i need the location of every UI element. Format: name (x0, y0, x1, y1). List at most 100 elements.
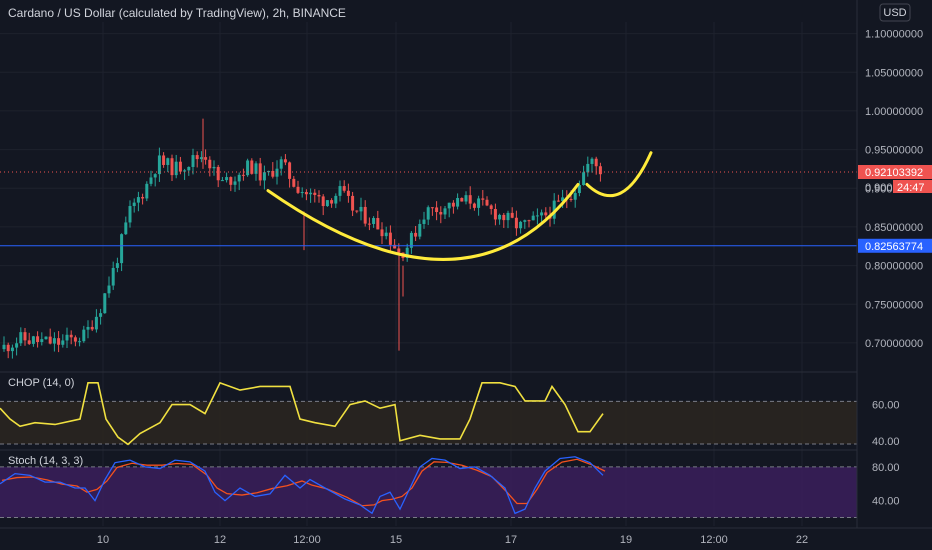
candle-body (506, 212, 510, 221)
time-tick-label: 17 (505, 534, 517, 546)
time-tick-labels: 10 12 12:00 15 17 19 12:00 22 (97, 534, 808, 546)
candle-body (393, 244, 397, 249)
candle-body (527, 220, 531, 222)
candle-body (279, 159, 283, 169)
candle-body (183, 170, 187, 172)
candle-body (451, 202, 455, 207)
horizontal-line-price-label: 0.82563774 (865, 241, 923, 253)
candle-body (397, 248, 401, 253)
time-tick-label: 22 (796, 534, 808, 546)
chop-tick-label: 40.00 (872, 436, 900, 448)
chop-line (0, 381, 604, 446)
candle-body (569, 198, 573, 200)
stoch-pane[interactable]: Stoch (14, 3, 3) (0, 449, 857, 519)
candle-body (195, 155, 199, 160)
price-tick-label: 0.95000000 (865, 145, 923, 157)
currency-button-frame[interactable] (879, 3, 911, 22)
chop-tick-labels: 60.00 40.00 (872, 400, 900, 448)
candle-body (363, 206, 367, 224)
candle-body (44, 336, 48, 340)
candle-body (338, 186, 342, 196)
candle-body (229, 177, 233, 185)
candle-body (464, 195, 468, 202)
price-tick-label: 1.05000000 (865, 67, 923, 79)
price-tick-label: 0.70000000 (865, 338, 923, 350)
candle-body (57, 338, 61, 345)
candle-body (69, 334, 73, 338)
candle-body (216, 166, 220, 181)
candle-body (204, 157, 208, 160)
candle-body (141, 197, 145, 199)
candle-body (502, 214, 506, 221)
candle-body (355, 210, 359, 212)
candle-body (145, 183, 149, 199)
price-tick-label: 0.75000000 (865, 299, 923, 311)
candle-body (594, 158, 598, 167)
candle-body (288, 162, 292, 179)
candle-body (111, 267, 115, 286)
candle-body (149, 177, 153, 184)
candle-body (435, 207, 439, 213)
candle-body (120, 234, 124, 264)
chop-pane[interactable]: CHOP (14, 0) (0, 371, 857, 446)
candle-body (237, 174, 241, 182)
cup-drawing[interactable] (266, 182, 580, 261)
candle-body (178, 161, 182, 172)
candle-body (342, 186, 346, 191)
price-axis[interactable]: USD 1.10000000 1.05000000 1.00000000 0.9500… (856, 0, 932, 528)
price-tick-labels: 1.10000000 1.05000000 1.00000000 0.95000000… (865, 29, 923, 350)
candle-body (489, 205, 493, 209)
candle-body (430, 207, 434, 209)
candle-body (582, 172, 586, 186)
candle-body (561, 197, 565, 202)
candle-body (296, 186, 300, 193)
candle-body (225, 177, 229, 181)
candle-body (321, 196, 325, 207)
symbol-title: Cardano / US Dollar (calculated by Tradi… (8, 6, 346, 20)
candle-body (36, 336, 40, 343)
candle-body (493, 208, 497, 220)
candle-body (523, 220, 527, 222)
candle-body (19, 332, 23, 344)
candle-body (325, 200, 329, 207)
handle-drawing[interactable] (585, 151, 653, 198)
stoch-title: Stoch (14, 3, 3) (8, 455, 83, 467)
currency-button[interactable]: USD (883, 7, 906, 19)
candle-body (590, 158, 594, 164)
candle-body (99, 313, 103, 317)
candle-body (10, 347, 14, 352)
candle-body (514, 217, 518, 229)
candle-body (535, 215, 539, 217)
candle-body (330, 200, 334, 204)
candle-body (510, 212, 514, 218)
candle-body (405, 247, 409, 258)
candle-body (153, 174, 157, 178)
time-tick-label: 19 (620, 534, 632, 546)
candle-body (174, 161, 178, 176)
candle-body (40, 339, 44, 343)
candle-body (246, 160, 250, 176)
candle-body (586, 163, 590, 173)
candle-body (2, 344, 6, 350)
candle-body (73, 337, 77, 342)
candle-body (86, 326, 90, 330)
price-pane[interactable]: Cardano / US Dollar (calculated by Tradi… (0, 6, 857, 359)
candle-body (107, 285, 111, 294)
last-price-label: 0.92103392 (865, 167, 923, 179)
price-tick-label: 1.00000000 (865, 106, 923, 118)
candle-body (426, 207, 430, 220)
candle-body (414, 232, 418, 237)
candle-body (23, 332, 27, 341)
candle-body (65, 334, 69, 341)
candle-body (124, 222, 128, 235)
candle-body (439, 212, 443, 215)
chop-tick-label: 60.00 (872, 400, 900, 412)
candle-body (157, 155, 161, 175)
candle-body (409, 232, 413, 248)
candle-body (456, 198, 460, 207)
time-axis[interactable]: 10 12 12:00 15 17 19 12:00 22 (0, 527, 932, 546)
candle-body (422, 219, 426, 224)
stoch-band-fill (0, 466, 857, 518)
